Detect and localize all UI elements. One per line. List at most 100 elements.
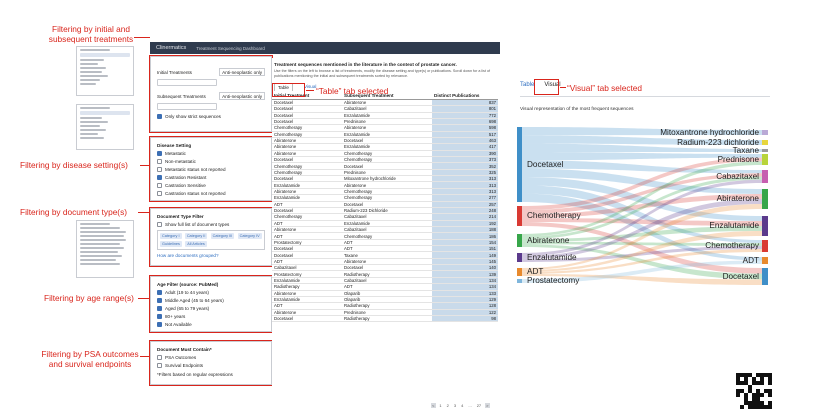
annotation-treatments: Filtering by initial and subsequent trea… [46,24,136,44]
tab-table[interactable]: Table [520,82,535,88]
table-row[interactable]: Chemotherapy Abiraterone 598 [272,124,498,132]
checkbox-survival-endpoints[interactable] [157,363,162,368]
publication-count-cell: 145 [432,258,498,266]
treatment-cell: Radiotherapy [342,270,432,278]
chip-category-i[interactable]: Category I [160,233,182,239]
page-button[interactable]: 2 [446,403,449,408]
publication-count-cell: 186 [432,232,498,240]
checkbox-castration-sensitive[interactable] [157,183,162,188]
initial-treatments-select[interactable] [157,79,217,86]
publication-count-cell: 417 [432,143,498,151]
option-label: Not Available [165,322,192,327]
table-row[interactable]: Abiraterone Olaparib 133 [272,290,498,297]
document-type-select[interactable]: Category I Category II Category III Cate… [157,230,265,250]
publication-count-cell: 248 [432,207,498,215]
table-row[interactable]: Enzalutamide Abiraterone 313 [272,181,498,189]
page-button[interactable]: > [484,403,490,408]
tab-visual[interactable]: Visual [544,82,561,88]
treatments-panel: Initial Treatments Anti-neoplastic only … [150,56,272,132]
column-header[interactable]: Initial Treatment [272,92,342,100]
chip-guidelines[interactable]: Guidelines [160,241,182,247]
table-row[interactable]: Docetaxel Cabazitaxel 801 [272,105,498,113]
table-row[interactable]: Docetaxel Radiotherapy 98 [272,315,498,323]
chip-category-iv[interactable]: Category IV [237,233,262,239]
checkbox-adult[interactable] [157,290,162,295]
option-label: 80+ years [165,314,186,319]
treatment-cell: Enzalutamide [342,112,432,119]
sankey-source-label: Chemotherapy [527,211,581,220]
table-row[interactable]: Enzalutamide Olaparib 129 [272,296,498,304]
table-row[interactable]: Abiraterone Chemotherapy 313 [272,188,498,196]
checkbox-castration-not-reported[interactable] [157,191,162,196]
column-header[interactable]: Distinct Publications [432,92,498,100]
table-row[interactable]: Docetaxel Enzalutamide 772 [272,112,498,119]
table-row[interactable]: Radiotherapy ADT 134 [272,283,498,291]
page-button[interactable]: 27 [476,403,482,408]
checkbox-middle-aged[interactable] [157,298,162,303]
document-type-title: Document Type Filter [157,214,204,219]
checkbox-psa-outcomes[interactable] [157,355,162,360]
table-row[interactable]: Cabazitaxel Docetaxel 140 [272,264,498,272]
table-row[interactable]: Docetaxel Taxane 149 [272,251,498,259]
table-row[interactable]: ADT Enzalutamide 192 [272,220,498,227]
table-row[interactable]: Docetaxel Abiraterone 837 [272,99,498,107]
table-row[interactable]: ADT Docetaxel 257 [272,201,498,208]
checkbox-castration-resistant[interactable] [157,175,162,180]
table-row[interactable]: ADT Chemotherapy 186 [272,232,498,240]
checkbox-metastatic-not-reported[interactable] [157,167,162,172]
table-row[interactable]: ADT Abiraterone 145 [272,258,498,266]
page-button[interactable]: 3 [453,403,457,408]
publication-count-cell: 313 [432,188,498,196]
table-row[interactable]: Enzalutamide Cabazitaxel 134 [272,277,498,285]
table-row[interactable]: Docetaxel Prednisone 698 [272,118,498,126]
table-row[interactable]: Docetaxel Chemotherapy 373 [272,156,498,164]
table-row[interactable]: ADT Radiotherapy 128 [272,302,498,310]
checkbox-aged[interactable] [157,306,162,311]
document-grouping-link[interactable]: How are documents grouped? [157,253,219,258]
checkbox-show-full-list[interactable] [157,222,162,227]
tab-visual[interactable]: Visual [303,83,317,89]
checkbox-metastatic[interactable] [157,151,162,156]
page-button[interactable]: ... [468,403,472,408]
treatment-cell: Docetaxel [272,175,342,183]
sankey-target-node [762,140,768,145]
sankey-target-node [762,170,768,183]
table-row[interactable]: Docetaxel Mitoxantrone hydrochloride 313 [272,175,498,183]
table-row[interactable]: Prostatectomy Radiotherapy 139 [272,270,498,278]
table-row[interactable]: Abiraterone Enzalutamide 417 [272,143,498,151]
table-row[interactable]: Abiraterone Prednisone 122 [272,309,498,317]
strict-sequences-checkbox[interactable] [157,114,162,119]
app-logo: Clinermatics [156,45,187,51]
checkbox-80-plus[interactable] [157,314,162,319]
chip-category-ii[interactable]: Category II [184,233,208,239]
subsequent-treatments-select[interactable] [157,103,217,110]
option-label: Non-metastatic [165,159,196,164]
checkbox-non-metastatic[interactable] [157,159,162,164]
annotation-age: Filtering by age range(s) [44,293,134,303]
page-button[interactable]: < [430,403,436,408]
table-row[interactable]: Abiraterone Cabazitaxel 188 [272,226,498,234]
page-button[interactable]: 1 [439,403,442,408]
table-row[interactable]: Chemotherapy Prednisone 325 [272,169,498,177]
table-row[interactable]: Chemotherapy Cabazitaxel 214 [272,213,498,221]
publication-count-cell: 313 [432,181,498,189]
chip-category-iii[interactable]: Category III [210,233,235,239]
column-header[interactable]: Subsequent Treatment [342,92,432,100]
table-row[interactable]: Enzalutamide Chemotherapy 277 [272,194,498,202]
table-row[interactable]: Chemotherapy Enzalutamide 517 [272,131,498,138]
strict-sequences-label: Only show strict sequences [165,114,221,119]
table-row[interactable]: Docetaxel ADT 151 [272,245,498,253]
table-row[interactable]: Abiraterone Chemotherapy 390 [272,150,498,158]
page-button[interactable]: 4 [461,403,464,408]
table-row[interactable]: Chemotherapy Docetaxel 352 [272,162,498,170]
checkbox-not-available[interactable] [157,322,162,327]
treatment-cell: Abiraterone [272,150,342,158]
table-row[interactable]: Prostatectomy ADT 154 [272,239,498,247]
treatment-cell: ADT [342,239,432,247]
publication-count-cell: 133 [432,290,498,297]
table-row[interactable]: Abiraterone Docetaxel 463 [272,137,498,145]
subsequent-class-dropdown[interactable]: Anti-neoplastic only [219,92,265,100]
chip-all-articles[interactable]: All Articles [185,241,207,247]
table-row[interactable]: Docetaxel Radium-223 Dichloride 248 [272,207,498,215]
initial-class-dropdown[interactable]: Anti-neoplastic only [219,68,265,76]
